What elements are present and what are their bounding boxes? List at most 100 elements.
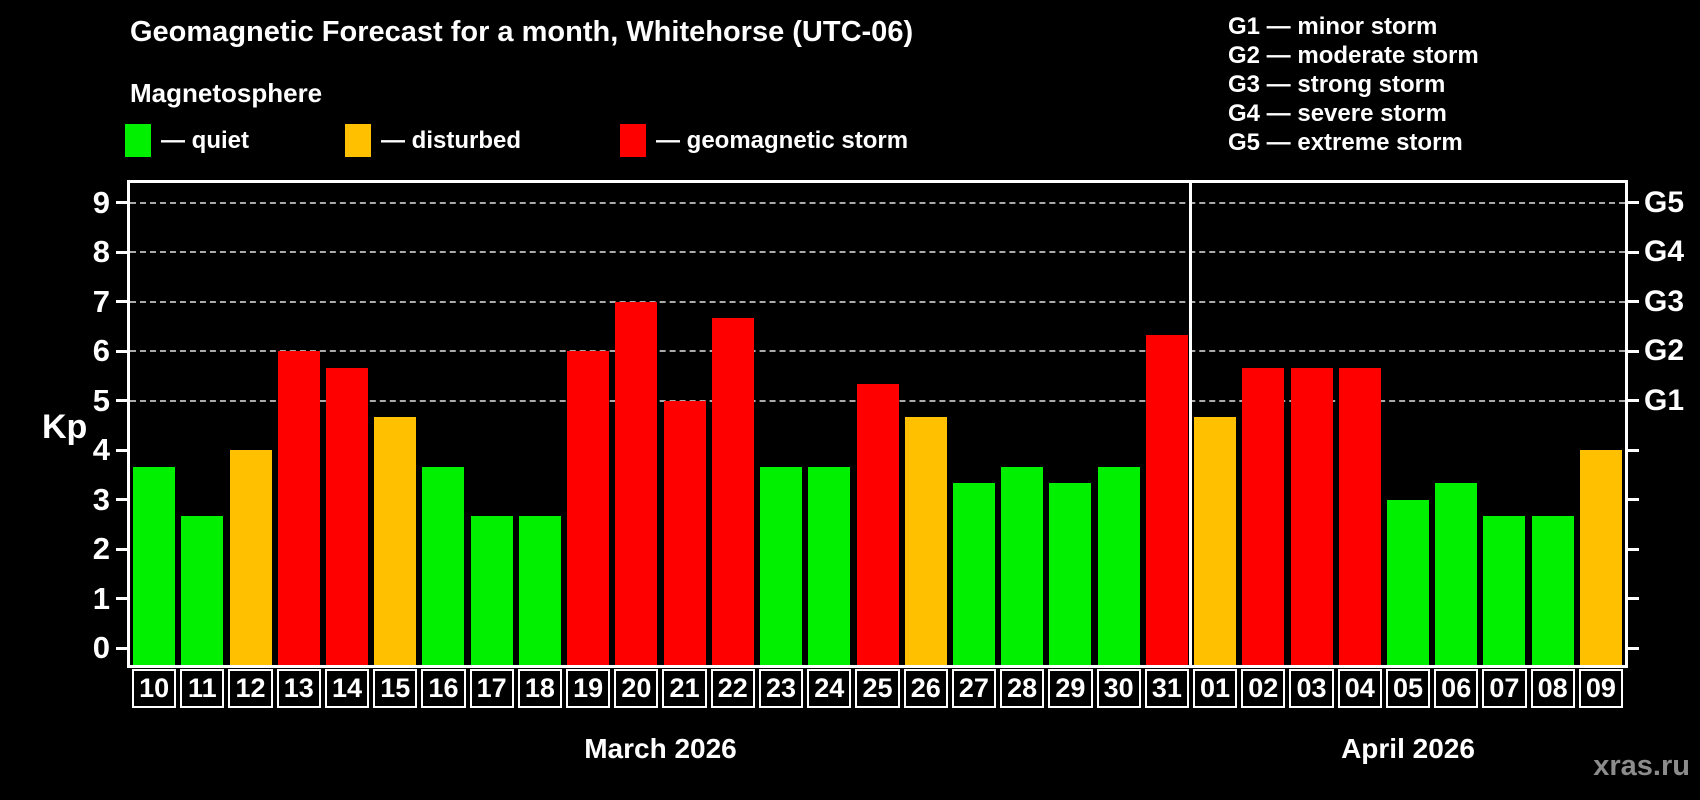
y-tick-left-8	[116, 250, 127, 254]
bar-day-31	[1145, 334, 1188, 668]
bar-day-16	[422, 466, 465, 668]
day-label-08: 08	[1530, 669, 1575, 708]
right-axis-label-G3: G3	[1644, 284, 1685, 318]
y-tick-left-9	[116, 201, 127, 205]
day-label-06: 06	[1434, 669, 1479, 708]
y-tick-label-5: 5	[92, 382, 110, 418]
day-label-27: 27	[951, 669, 997, 708]
day-label-24: 24	[807, 669, 852, 708]
day-label-17: 17	[469, 669, 514, 708]
day-label-12: 12	[228, 669, 273, 708]
plot-border-top	[127, 180, 1628, 183]
right-axis-label-G5: G5	[1644, 185, 1685, 219]
y-tick-right-5	[1628, 399, 1639, 403]
right-axis-label-G2: G2	[1644, 334, 1685, 368]
bar-day-23	[760, 466, 803, 668]
y-tick-right-8	[1628, 250, 1639, 254]
g-legend-line-4: G4 — severe storm	[1228, 100, 1447, 127]
right-axis-label-G4: G4	[1644, 235, 1685, 269]
right-axis-label-G1: G1	[1644, 383, 1685, 417]
watermark: xras.ru	[1593, 750, 1690, 782]
bar-day-10	[133, 466, 176, 668]
y-tick-left-5	[116, 399, 127, 403]
y-tick-left-4	[116, 448, 127, 452]
bar-day-03	[1290, 367, 1333, 668]
legend-title: Magnetosphere	[130, 78, 323, 108]
bar-day-07	[1483, 516, 1526, 668]
day-label-10: 10	[132, 669, 177, 708]
day-label-23: 23	[758, 669, 804, 708]
bar-day-15	[374, 417, 417, 668]
gridline-kp-9	[130, 201, 1625, 204]
y-tick-label-4: 4	[92, 432, 110, 468]
day-label-16: 16	[421, 669, 466, 708]
bar-day-04	[1338, 367, 1381, 668]
day-label-31: 31	[1144, 669, 1189, 708]
bar-day-01	[1194, 417, 1237, 668]
bar-day-09	[1579, 450, 1622, 668]
y-tick-label-0: 0	[92, 630, 110, 666]
gridline-kp-7	[130, 300, 1625, 303]
day-label-25: 25	[855, 669, 900, 708]
y-tick-right-1	[1628, 597, 1639, 601]
y-tick-label-7: 7	[92, 283, 110, 319]
y-tick-label-8: 8	[92, 234, 110, 270]
day-label-30: 30	[1096, 669, 1141, 708]
day-label-14: 14	[324, 669, 370, 708]
x-axis-month-label-march: March 2026	[584, 733, 737, 764]
plot-border-right	[1625, 183, 1628, 668]
y-tick-label-3: 3	[92, 481, 110, 517]
bar-day-05	[1386, 499, 1429, 668]
y-tick-label-2: 2	[92, 531, 110, 567]
gridline-kp-6	[130, 350, 1625, 353]
y-tick-label-1: 1	[92, 580, 110, 616]
bar-day-22	[711, 318, 754, 668]
day-label-05: 05	[1385, 669, 1431, 708]
y-tick-right-0	[1628, 646, 1639, 650]
y-tick-right-7	[1628, 300, 1639, 304]
day-label-09: 09	[1578, 669, 1623, 708]
bar-day-26	[904, 417, 947, 668]
bar-day-08	[1531, 516, 1574, 668]
bar-day-20	[615, 301, 658, 668]
chart-title: Geomagnetic Forecast for a month, Whiteh…	[130, 16, 914, 48]
day-label-29: 29	[1048, 669, 1093, 708]
day-label-03: 03	[1289, 669, 1334, 708]
bar-day-30	[1097, 466, 1140, 668]
gridline-kp-8	[130, 251, 1625, 254]
day-label-13: 13	[276, 669, 321, 708]
bar-day-11	[181, 516, 224, 668]
x-axis-month-label-april: April 2026	[1341, 733, 1475, 764]
bar-day-27	[952, 483, 995, 668]
legend-label-storm: — geomagnetic storm	[656, 127, 909, 154]
y-tick-left-6	[116, 349, 127, 353]
legend-swatch-quiet	[125, 124, 151, 157]
day-label-28: 28	[1000, 669, 1045, 708]
legend-label-quiet: — quiet	[161, 127, 249, 154]
y-tick-left-2	[116, 547, 127, 551]
bar-day-21	[663, 400, 706, 668]
bar-day-06	[1435, 483, 1478, 668]
y-axis-title: Kp	[42, 408, 88, 446]
bar-day-12	[229, 450, 272, 668]
bar-day-29	[1049, 483, 1092, 668]
y-tick-right-3	[1628, 498, 1639, 502]
legend-swatch-storm	[620, 124, 646, 157]
day-label-22: 22	[710, 669, 755, 708]
bar-day-25	[856, 384, 899, 668]
plot-border-left	[127, 183, 130, 668]
bar-day-18	[518, 516, 561, 668]
day-label-19: 19	[566, 669, 611, 708]
month-separator-line	[1189, 183, 1193, 668]
y-tick-label-9: 9	[92, 184, 110, 220]
y-tick-label-6: 6	[92, 333, 110, 369]
legend-label-disturbed: — disturbed	[381, 127, 522, 154]
bar-day-17	[470, 516, 513, 668]
day-label-18: 18	[517, 669, 563, 708]
day-label-04: 04	[1337, 669, 1382, 708]
y-tick-left-0	[116, 646, 127, 650]
y-tick-right-4	[1628, 448, 1639, 452]
day-label-01: 01	[1192, 669, 1238, 708]
day-label-07: 07	[1482, 669, 1527, 708]
